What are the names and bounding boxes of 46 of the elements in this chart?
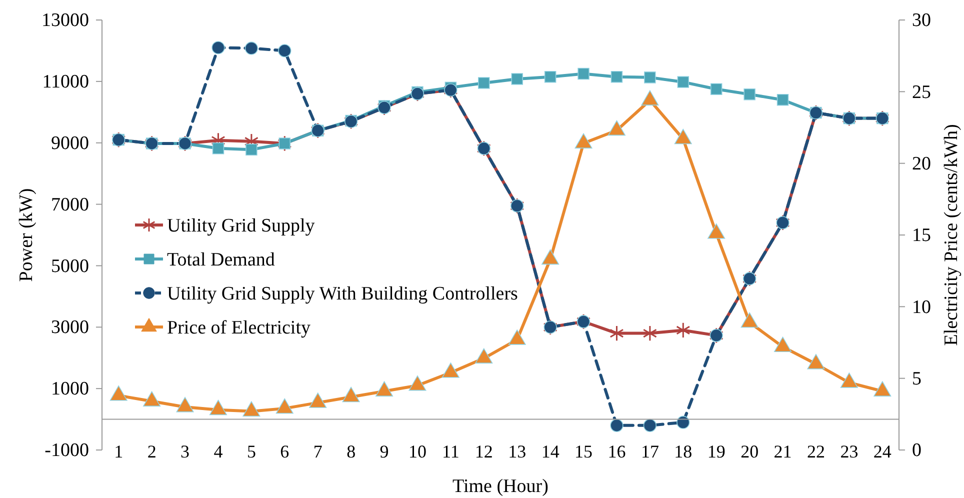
y-tick-label: 7000 bbox=[51, 194, 89, 216]
x-tick-label: 14 bbox=[541, 442, 560, 462]
legend-label: Utility Grid Supply With Building Controllers bbox=[167, 284, 518, 305]
x-tick-label: 8 bbox=[346, 442, 356, 462]
legend-label: Utility Grid Supply bbox=[167, 216, 316, 237]
x-axis-title: Time (Hour) bbox=[452, 476, 548, 497]
y-tick-label: 1000 bbox=[51, 378, 89, 400]
x-tick-label: 18 bbox=[674, 442, 692, 462]
x-tick-label: 9 bbox=[380, 442, 389, 462]
y2-tick-label: 20 bbox=[912, 153, 931, 174]
x-tick-label: 21 bbox=[774, 442, 792, 462]
y-tick-label: 11000 bbox=[42, 72, 89, 93]
x-tick-label: 22 bbox=[806, 442, 825, 462]
x-tick-label: 7 bbox=[313, 442, 322, 462]
y-tick-label: -1000 bbox=[44, 440, 89, 462]
y-tick-label: 9000 bbox=[51, 132, 89, 154]
y2-tick-label: 15 bbox=[912, 225, 931, 246]
x-tick-label: 20 bbox=[740, 442, 759, 462]
y2-tick-label: 25 bbox=[912, 82, 931, 103]
x-tick-label: 4 bbox=[214, 442, 223, 462]
x-tick-label: 17 bbox=[640, 442, 659, 462]
legend-label: Price of Electricity bbox=[167, 318, 311, 339]
x-tick-label: 16 bbox=[608, 442, 626, 462]
x-tick-label: 24 bbox=[873, 442, 892, 462]
x-tick-label: 13 bbox=[508, 442, 526, 462]
x-tick-label: 5 bbox=[246, 442, 256, 462]
x-tick-label: 11 bbox=[442, 442, 460, 462]
y-tick-label: 3000 bbox=[51, 317, 89, 338]
y2-tick-label: 0 bbox=[912, 440, 922, 462]
y2-tick-label: 10 bbox=[912, 296, 931, 318]
x-tick-label: 15 bbox=[574, 442, 593, 462]
x-tick-label: 19 bbox=[707, 442, 726, 462]
x-tick-label: 2 bbox=[147, 442, 156, 462]
legend-label: Total Demand bbox=[167, 250, 276, 271]
y2-tick-label: 5 bbox=[912, 368, 922, 390]
y2-tick-label: 30 bbox=[912, 10, 931, 32]
x-tick-label: 6 bbox=[280, 442, 290, 462]
x-tick-label: 12 bbox=[474, 442, 493, 462]
x-tick-label: 23 bbox=[840, 442, 858, 462]
y-tick-label: 13000 bbox=[42, 10, 89, 32]
x-tick-label: 3 bbox=[180, 442, 190, 462]
y-axis-title: Power (kW) bbox=[16, 188, 37, 282]
y-tick-label: 5000 bbox=[51, 256, 89, 277]
x-tick-label: 10 bbox=[408, 442, 426, 462]
x-tick-label: 1 bbox=[114, 442, 124, 462]
y2-axis-title: Electricity Price (cents/kWh) bbox=[941, 124, 962, 346]
